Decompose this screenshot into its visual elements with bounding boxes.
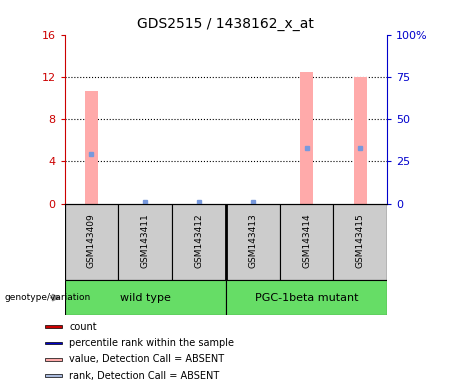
Bar bbox=[354, 77, 367, 204]
Bar bbox=[85, 91, 98, 204]
Text: GSM143412: GSM143412 bbox=[195, 213, 203, 268]
Bar bbox=[226, 280, 387, 315]
Text: wild type: wild type bbox=[120, 293, 171, 303]
Text: genotype/variation: genotype/variation bbox=[5, 293, 91, 302]
Bar bbox=[45, 358, 62, 361]
Text: GSM143413: GSM143413 bbox=[248, 213, 257, 268]
Text: GSM143415: GSM143415 bbox=[356, 213, 365, 268]
Bar bbox=[300, 71, 313, 204]
Text: GSM143414: GSM143414 bbox=[302, 213, 311, 268]
Text: percentile rank within the sample: percentile rank within the sample bbox=[69, 338, 234, 348]
Text: GSM143409: GSM143409 bbox=[87, 213, 96, 268]
Bar bbox=[226, 204, 280, 280]
Text: rank, Detection Call = ABSENT: rank, Detection Call = ABSENT bbox=[69, 371, 219, 381]
Text: GSM143411: GSM143411 bbox=[141, 213, 150, 268]
Bar bbox=[65, 204, 118, 280]
Bar bbox=[45, 325, 62, 328]
Bar bbox=[118, 204, 172, 280]
Text: PGC-1beta mutant: PGC-1beta mutant bbox=[255, 293, 358, 303]
Bar bbox=[65, 280, 226, 315]
Bar bbox=[333, 204, 387, 280]
Bar bbox=[45, 342, 62, 344]
Bar bbox=[280, 204, 333, 280]
Bar bbox=[172, 204, 226, 280]
Bar bbox=[45, 374, 62, 377]
Text: value, Detection Call = ABSENT: value, Detection Call = ABSENT bbox=[69, 354, 224, 364]
Text: count: count bbox=[69, 322, 97, 332]
Title: GDS2515 / 1438162_x_at: GDS2515 / 1438162_x_at bbox=[137, 17, 314, 31]
